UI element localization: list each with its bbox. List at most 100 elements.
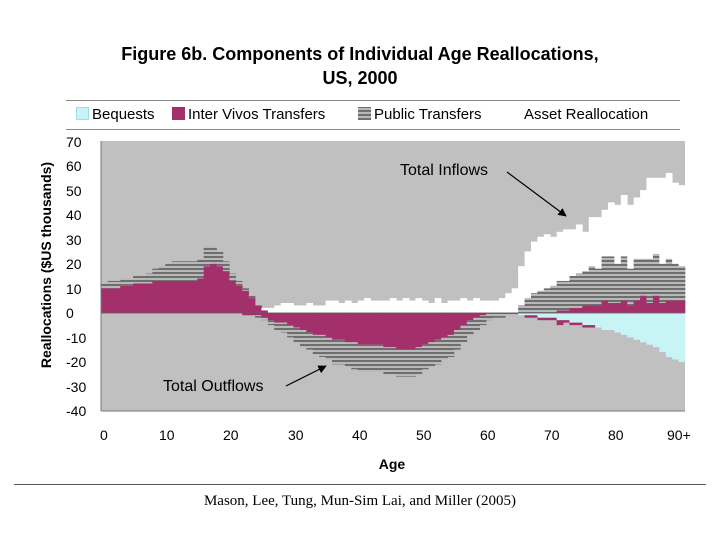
bar-asset-reallocation bbox=[627, 204, 635, 269]
bar-asset-reallocation bbox=[409, 300, 416, 313]
bar-asset-reallocation bbox=[601, 209, 609, 257]
bar-public-transfers-outflow bbox=[441, 337, 448, 360]
legend-swatch-inter-vivos bbox=[172, 107, 185, 120]
bar-public-transfers-outflow bbox=[274, 322, 282, 330]
bar-inter-vivos-outflow bbox=[325, 312, 333, 338]
bar-public-transfers bbox=[627, 268, 635, 306]
bar-inter-vivos-outflow bbox=[248, 312, 256, 316]
bar-asset-reallocation bbox=[652, 177, 660, 254]
bar-bequests-outflow bbox=[601, 312, 609, 330]
bar-public-transfers bbox=[530, 293, 538, 313]
bar-asset-reallocation bbox=[505, 293, 513, 313]
bar-public-transfers-outflow bbox=[505, 312, 513, 316]
bar-asset-reallocation bbox=[338, 303, 346, 313]
bar-bequests-outflow bbox=[646, 312, 654, 345]
bar-public-transfers bbox=[101, 283, 108, 289]
bar-inter-vivos bbox=[197, 278, 205, 313]
bar-inter-vivos bbox=[152, 280, 160, 313]
legend-label-public-transfers: Public Transfers bbox=[374, 106, 482, 123]
bar-inter-vivos-outflow bbox=[441, 312, 448, 338]
y-tick-label: 70 bbox=[66, 134, 82, 150]
bar-asset-reallocation bbox=[563, 229, 570, 281]
bar-public-transfers bbox=[543, 288, 551, 313]
bar-inter-vivos bbox=[627, 305, 635, 313]
bar-public-transfers bbox=[556, 280, 564, 311]
legend-label-asset-reallocation: Asset Reallocation bbox=[524, 106, 649, 123]
bar-public-transfers bbox=[184, 261, 192, 281]
bar-public-transfers-outflow bbox=[332, 339, 339, 365]
bar-inter-vivos-outflow bbox=[479, 312, 487, 316]
legend-swatch-bequests bbox=[76, 107, 89, 120]
bar-asset-reallocation bbox=[486, 300, 493, 313]
bar-public-transfers bbox=[582, 271, 590, 306]
bar-public-transfers-outflow bbox=[280, 322, 288, 333]
bar-inter-vivos-outflow bbox=[524, 315, 532, 318]
bar-inter-vivos bbox=[601, 300, 609, 313]
bar-public-transfers-outflow bbox=[344, 342, 352, 367]
bar-bequests-outflow bbox=[563, 312, 570, 321]
bar-asset-reallocation bbox=[415, 298, 423, 313]
bar-public-transfers-outflow bbox=[389, 347, 397, 375]
bar-asset-reallocation bbox=[376, 300, 384, 313]
bar-asset-reallocation bbox=[556, 231, 564, 281]
bar-public-transfers-outflow bbox=[479, 315, 487, 326]
bar-inter-vivos-outflow bbox=[415, 312, 423, 348]
y-tick-label: -10 bbox=[66, 330, 87, 346]
bar-bequests-outflow bbox=[575, 312, 583, 323]
legend-item-bequests: Bequests bbox=[76, 106, 155, 123]
bar-inter-vivos bbox=[113, 288, 121, 313]
bar-bequests-outflow bbox=[652, 312, 660, 348]
bar-asset-reallocation bbox=[312, 305, 320, 313]
bar-inter-vivos-outflow bbox=[319, 312, 326, 335]
bar-inter-vivos-outflow bbox=[287, 312, 294, 326]
bar-public-transfers-outflow bbox=[267, 320, 275, 326]
legend-item-public-transfers: Public Transfers bbox=[358, 106, 482, 123]
bar-inter-vivos-outflow bbox=[383, 312, 391, 348]
bar-public-transfers bbox=[145, 273, 153, 284]
bar-inter-vivos-outflow bbox=[409, 312, 416, 350]
bar-inter-vivos bbox=[563, 310, 570, 313]
bars-group bbox=[101, 172, 686, 377]
bar-asset-reallocation bbox=[447, 300, 455, 313]
bar-public-transfers bbox=[518, 305, 525, 313]
bar-asset-reallocation bbox=[620, 195, 628, 257]
bar-public-transfers-outflow bbox=[415, 347, 423, 375]
bar-inter-vivos-outflow bbox=[563, 320, 570, 323]
y-tick-label: -30 bbox=[66, 379, 87, 395]
bar-asset-reallocation bbox=[530, 241, 538, 294]
bar-public-transfers-outflow bbox=[402, 349, 410, 377]
bar-public-transfers-outflow bbox=[364, 344, 371, 372]
bar-public-transfers bbox=[563, 280, 570, 311]
bar-inter-vivos bbox=[659, 303, 667, 313]
bar-asset-reallocation bbox=[575, 224, 583, 274]
bar-inter-vivos-outflow bbox=[255, 312, 262, 316]
bar-asset-reallocation bbox=[299, 305, 307, 313]
bar-asset-reallocation bbox=[473, 298, 480, 313]
bar-public-transfers bbox=[197, 258, 205, 279]
bar-inter-vivos bbox=[248, 298, 256, 313]
bar-asset-reallocation bbox=[383, 300, 391, 313]
bar-public-transfers-outflow bbox=[428, 342, 436, 367]
bar-public-transfers-outflow bbox=[306, 332, 314, 350]
bar-asset-reallocation bbox=[537, 236, 545, 291]
bar-public-transfers-outflow bbox=[351, 342, 359, 370]
bar-asset-reallocation bbox=[261, 307, 269, 311]
bar-inter-vivos bbox=[646, 303, 654, 313]
bar-inter-vivos bbox=[120, 285, 128, 313]
bar-inter-vivos-outflow bbox=[473, 312, 480, 318]
bar-asset-reallocation bbox=[325, 300, 333, 313]
bar-bequests-outflow bbox=[588, 312, 596, 326]
x-tick-label: 0 bbox=[100, 427, 108, 443]
bar-asset-reallocation bbox=[550, 236, 557, 286]
chart-title-line2: US, 2000 bbox=[322, 68, 398, 88]
y-tick-label: 40 bbox=[66, 207, 82, 223]
bar-inter-vivos bbox=[620, 300, 628, 313]
bar-asset-reallocation bbox=[357, 300, 365, 313]
bar-asset-reallocation bbox=[274, 305, 282, 313]
bar-inter-vivos bbox=[672, 300, 679, 313]
bar-inter-vivos-outflow bbox=[370, 312, 378, 345]
y-tick-label: 50 bbox=[66, 183, 82, 199]
bar-bequests-outflow bbox=[672, 312, 679, 360]
bar-asset-reallocation bbox=[434, 298, 442, 313]
bar-asset-reallocation bbox=[370, 300, 378, 313]
